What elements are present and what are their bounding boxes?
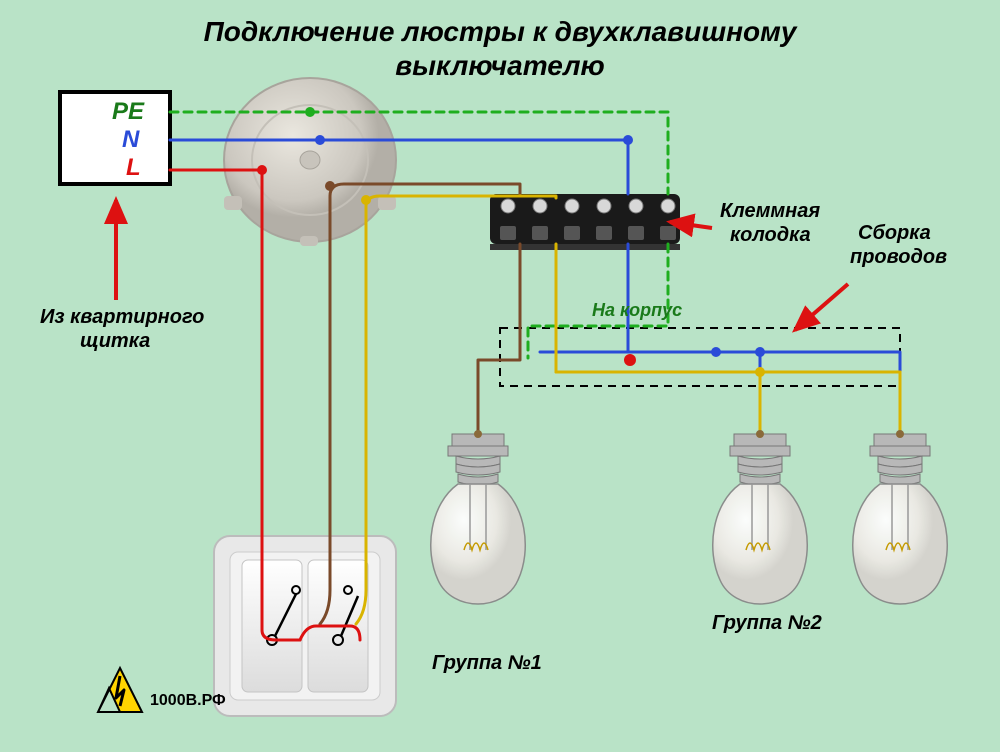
double-switch [214, 536, 396, 716]
diagram-svg [0, 0, 1000, 752]
label-group1: Группа №1 [432, 652, 542, 675]
panel-label-l: L [126, 154, 141, 182]
label-group2: Группа №2 [712, 612, 822, 635]
label-to-case: На корпус [592, 300, 682, 321]
diagram-canvas [0, 0, 1000, 752]
panel-label-n: N [122, 126, 139, 154]
label-terminal-1: Клеммная [720, 200, 820, 223]
panel-label-pe: PE [112, 98, 144, 126]
label-from-panel-2: щитка [80, 330, 150, 353]
splice-dot [624, 354, 636, 366]
site-label: 1000В.РФ [150, 692, 226, 710]
label-wire-assembly-2: проводов [850, 246, 947, 269]
label-from-panel-1: Из квартирного [40, 306, 204, 329]
terminal-block [490, 194, 680, 250]
page-title-line1: Подключение люстры к двухклавишному [0, 16, 1000, 48]
label-terminal-2: колодка [730, 224, 811, 247]
label-wire-assembly-1: Сборка [858, 222, 931, 245]
page-title-line2: выключателю [0, 50, 1000, 82]
